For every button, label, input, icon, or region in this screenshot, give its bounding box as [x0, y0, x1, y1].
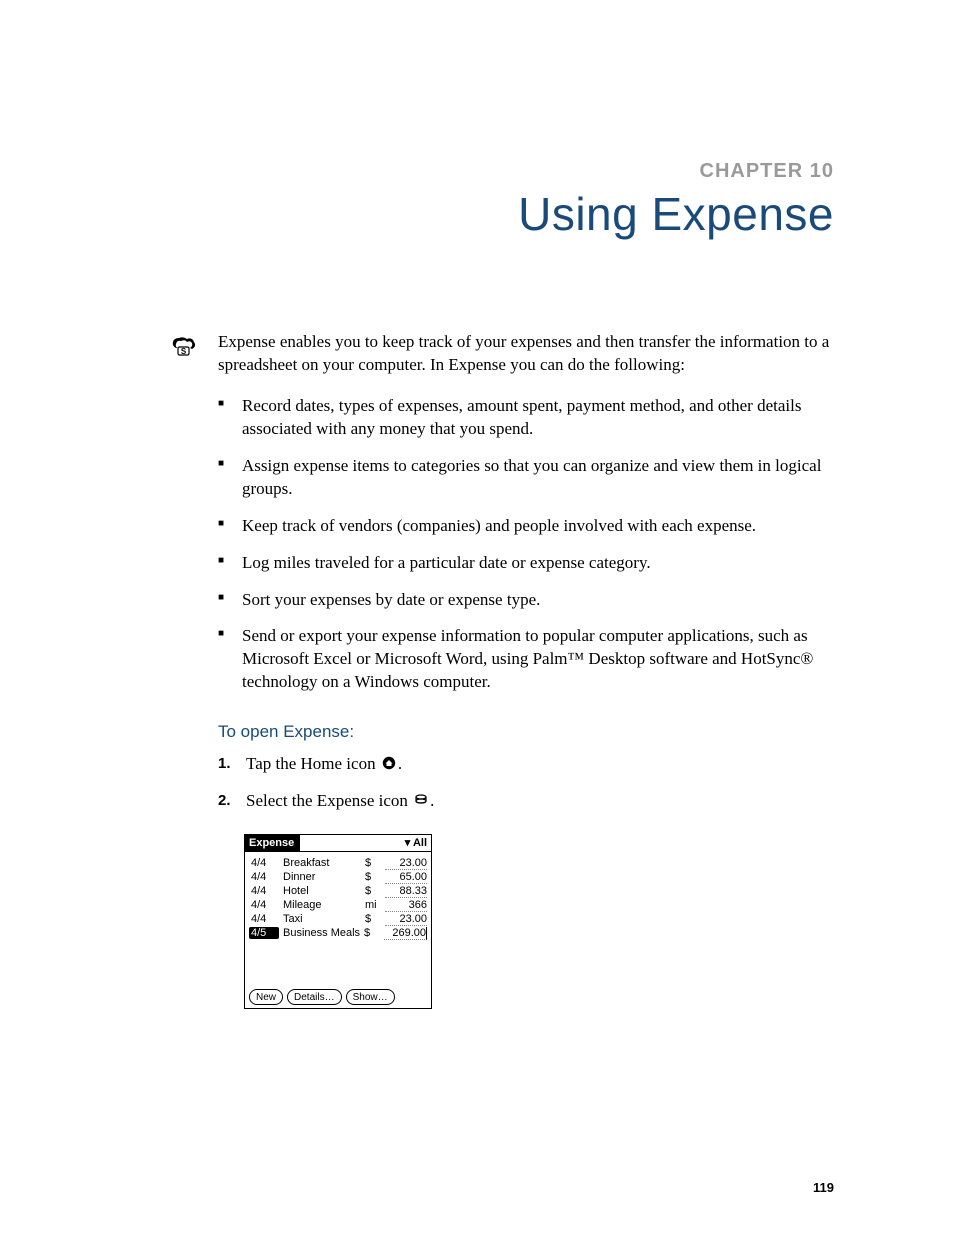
expense-row[interactable]: 4/4Taxi$23.00	[249, 912, 427, 926]
app-title: Expense	[245, 835, 300, 851]
intro-text: Expense enables you to keep track of you…	[218, 331, 834, 377]
row-description: Breakfast	[279, 857, 365, 869]
dropdown-label: All	[413, 837, 427, 849]
chapter-title: Using Expense	[218, 187, 834, 241]
row-unit: $	[365, 913, 383, 925]
row-unit: mi	[365, 899, 383, 911]
row-description: Dinner	[279, 871, 365, 883]
expense-row[interactable]: 4/4Mileagemi366	[249, 898, 427, 912]
row-amount: 23.00	[385, 913, 427, 926]
details-button[interactable]: Details…	[287, 989, 342, 1005]
list-item: Sort your expenses by date or expense ty…	[218, 589, 834, 612]
row-description: Business Meals	[279, 927, 364, 939]
list-item: Keep track of vendors (companies) and pe…	[218, 515, 834, 538]
row-unit: $	[365, 857, 383, 869]
list-item: Record dates, types of expenses, amount …	[218, 395, 834, 441]
button-bar: New Details… Show…	[245, 986, 431, 1008]
step-item: Select the Expense icon .	[218, 789, 834, 814]
row-unit: $	[365, 885, 383, 897]
expense-list: 4/4Breakfast$23.004/4Dinner$65.004/4Hote…	[245, 852, 431, 986]
list-item: Assign expense items to categories so th…	[218, 455, 834, 501]
list-item: Log miles traveled for a particular date…	[218, 552, 834, 575]
home-icon	[382, 753, 396, 777]
row-description: Mileage	[279, 899, 365, 911]
row-amount: 65.00	[385, 871, 427, 884]
row-date: 4/4	[249, 871, 279, 883]
step-text-post: .	[398, 754, 402, 773]
expense-row[interactable]: 4/4Dinner$65.00	[249, 870, 427, 884]
app-titlebar: Expense ▾ All	[245, 835, 431, 852]
expense-icon	[414, 790, 428, 814]
row-description: Taxi	[279, 913, 365, 925]
show-button[interactable]: Show…	[346, 989, 395, 1005]
step-text-post: .	[430, 791, 434, 810]
row-date: 4/5	[249, 927, 279, 939]
expense-row[interactable]: 4/4Hotel$88.33	[249, 884, 427, 898]
shortcut-icon: S	[170, 333, 206, 362]
row-date: 4/4	[249, 899, 279, 911]
new-button[interactable]: New	[249, 989, 283, 1005]
row-unit: $	[364, 927, 382, 939]
list-item: Send or export your expense information …	[218, 625, 834, 694]
row-amount: 366	[385, 899, 427, 912]
row-date: 4/4	[249, 857, 279, 869]
chapter-label: CHAPTER 10	[218, 160, 834, 183]
expense-row[interactable]: 4/5Business Meals$269.00	[249, 926, 427, 940]
intro-block: S Expense enables you to keep track of y…	[218, 331, 834, 377]
row-date: 4/4	[249, 913, 279, 925]
row-amount: 23.00	[385, 857, 427, 870]
page-number: 119	[813, 1180, 834, 1195]
category-dropdown[interactable]: ▾ All	[405, 837, 431, 849]
document-page: CHAPTER 10 Using Expense S Expense enabl…	[0, 0, 954, 1235]
feature-list: Record dates, types of expenses, amount …	[218, 395, 834, 694]
step-text-pre: Tap the Home icon	[246, 754, 380, 773]
row-unit: $	[365, 871, 383, 883]
steps-list: Tap the Home icon . Select the Expense i…	[218, 752, 834, 814]
step-text-pre: Select the Expense icon	[246, 791, 412, 810]
step-item: Tap the Home icon .	[218, 752, 834, 777]
row-date: 4/4	[249, 885, 279, 897]
row-amount: 88.33	[385, 885, 427, 898]
expense-screenshot: Expense ▾ All 4/4Breakfast$23.004/4Dinne…	[244, 834, 432, 1009]
row-description: Hotel	[279, 885, 365, 897]
expense-row[interactable]: 4/4Breakfast$23.00	[249, 856, 427, 870]
row-amount: 269.00	[384, 927, 427, 940]
svg-text:S: S	[181, 347, 187, 356]
section-subhead: To open Expense:	[218, 722, 834, 742]
